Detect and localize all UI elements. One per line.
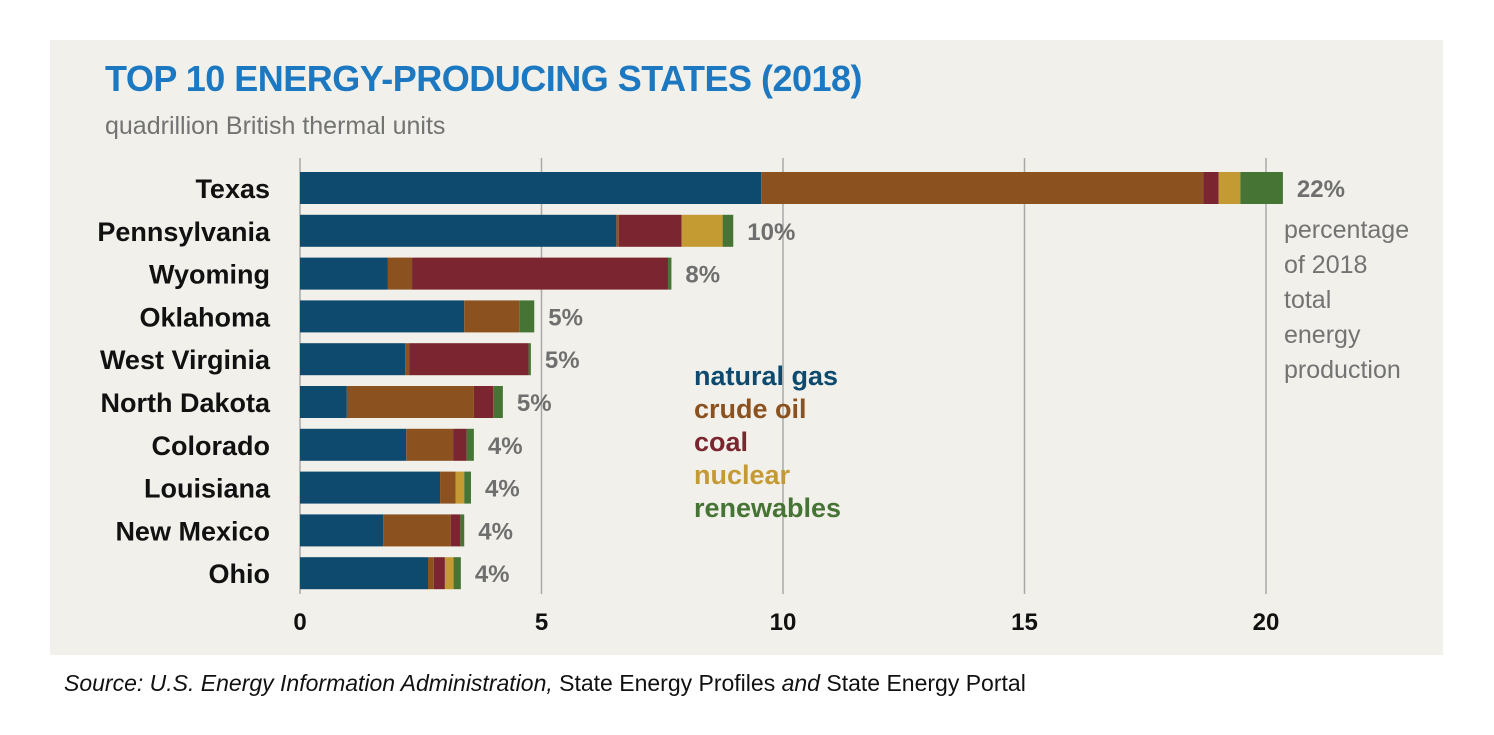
category-label: West Virginia — [100, 345, 271, 375]
bar-segment-crude-oil — [387, 257, 413, 290]
bar-segment-renewables — [466, 428, 474, 461]
legend-item: renewables — [694, 493, 841, 523]
percent-label: 4% — [478, 518, 513, 545]
bar-segment-crude-oil — [406, 428, 454, 461]
bar-segment-crude-oil — [464, 300, 520, 333]
bar-segment-nuclear — [444, 557, 454, 590]
x-tick-label: 10 — [770, 609, 797, 636]
bar-segment-renewables — [464, 471, 471, 504]
bar-segment-coal — [433, 557, 445, 590]
category-label: Colorado — [152, 431, 271, 461]
bar-segment-nuclear — [681, 214, 723, 247]
bar-segment-renewables — [1240, 172, 1283, 204]
bar-segment-renewables — [460, 514, 465, 547]
source-and: and — [775, 670, 820, 696]
x-tick-label: 15 — [1011, 609, 1038, 636]
chart-panel — [50, 40, 1443, 655]
bar-segment-coal — [409, 343, 529, 376]
bar-segment-natural-gas — [300, 214, 617, 247]
bar-segment-natural-gas — [300, 514, 384, 547]
percent-note-line: total — [1284, 286, 1331, 314]
legend-item: coal — [694, 427, 748, 457]
bar-segment-natural-gas — [300, 172, 762, 204]
bar-segment-crude-oil — [761, 172, 1204, 204]
bar-segment-nuclear — [455, 471, 465, 504]
category-label: Ohio — [209, 559, 271, 589]
bar-segment-renewables — [722, 214, 734, 247]
category-label: Oklahoma — [139, 302, 271, 332]
category-label: Pennsylvania — [97, 217, 271, 247]
bar-segment-renewables — [528, 343, 531, 376]
bar-segment-crude-oil — [346, 386, 474, 418]
source-prefix: Source: U.S. Energy Information Administ… — [64, 670, 553, 696]
bar-segment-crude-oil — [440, 471, 456, 504]
x-tick-label: 5 — [535, 609, 548, 636]
source-title-2: State Energy Portal — [819, 670, 1026, 696]
source-title-1: State Energy Profiles — [552, 670, 776, 696]
category-label: New Mexico — [115, 516, 270, 546]
bar-segment-crude-oil — [427, 557, 434, 590]
legend-item: crude oil — [694, 394, 807, 424]
percent-label: 10% — [747, 219, 795, 246]
bar-segment-natural-gas — [300, 257, 388, 290]
bar-segment-natural-gas — [300, 386, 347, 418]
percent-note-line: production — [1284, 356, 1401, 384]
legend-item: natural gas — [694, 361, 838, 391]
bar-segment-natural-gas — [300, 343, 406, 376]
bar-segment-coal — [450, 514, 461, 547]
bar-segment-renewables — [519, 300, 535, 333]
bar-segment-coal — [1203, 172, 1219, 204]
percent-label: 4% — [475, 561, 510, 588]
legend-item: nuclear — [694, 460, 791, 490]
bar-segment-nuclear — [1218, 172, 1241, 204]
bar-segment-natural-gas — [300, 471, 441, 504]
chart-title: TOP 10 ENERGY-PRODUCING STATES (2018) — [105, 58, 863, 99]
bar-segment-crude-oil — [405, 343, 410, 376]
category-label: Wyoming — [149, 260, 270, 290]
bar-segment-coal — [618, 214, 682, 247]
percent-label: 4% — [488, 433, 523, 460]
percent-label: 5% — [548, 304, 583, 331]
bar-segment-coal — [412, 257, 669, 290]
percent-label: 8% — [685, 262, 720, 289]
x-tick-label: 0 — [293, 609, 306, 636]
category-label: Texas — [195, 174, 270, 204]
percent-note-line: energy — [1284, 321, 1361, 349]
category-label: Louisiana — [144, 474, 271, 504]
bar-segment-natural-gas — [300, 428, 407, 461]
percent-label: 5% — [517, 390, 552, 417]
percent-label: 22% — [1297, 176, 1345, 203]
bar-segment-renewables — [493, 386, 503, 418]
chart-subtitle: quadrillion British thermal units — [105, 112, 446, 140]
bar-segment-coal — [453, 428, 467, 461]
source-footnote: Source: U.S. Energy Information Administ… — [64, 670, 1026, 697]
bar-segment-natural-gas — [300, 557, 428, 590]
percent-note-line: percentage — [1284, 216, 1409, 244]
percent-label: 4% — [485, 476, 520, 503]
percent-note-line: of 2018 — [1284, 251, 1367, 279]
bar-segment-coal — [473, 386, 494, 418]
bar-segment-renewables — [453, 557, 461, 590]
percent-label: 5% — [545, 347, 580, 374]
bar-segment-natural-gas — [300, 300, 465, 333]
bar-segment-crude-oil — [383, 514, 451, 547]
x-tick-label: 20 — [1253, 609, 1280, 636]
category-label: North Dakota — [100, 388, 270, 418]
bar-segment-crude-oil — [616, 214, 619, 247]
bar-segment-renewables — [668, 257, 672, 290]
